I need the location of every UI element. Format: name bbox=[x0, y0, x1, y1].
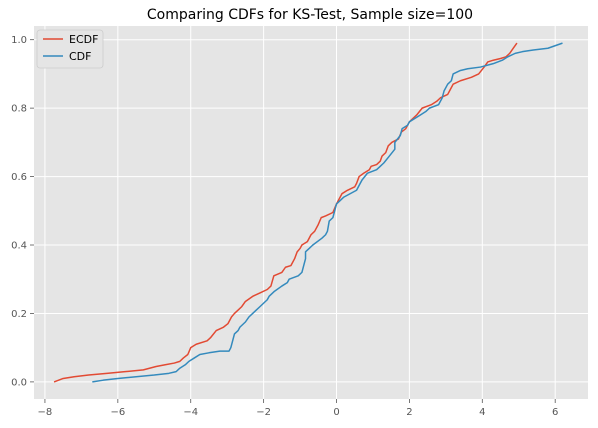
y-tick-label: 0.4 bbox=[11, 241, 27, 252]
x-tick-label: −2 bbox=[256, 407, 271, 418]
chart-title: Comparing CDFs for KS-Test, Sample size=… bbox=[147, 7, 473, 23]
x-tick-label: −4 bbox=[183, 407, 198, 418]
y-tick-label: 1.0 bbox=[11, 35, 27, 46]
y-tick-label: 0.6 bbox=[11, 172, 27, 183]
series-lines bbox=[53, 42, 563, 383]
legend: ECDF CDF bbox=[36, 29, 104, 69]
x-tick-label: −6 bbox=[110, 407, 125, 418]
legend-label-cdf: CDF bbox=[69, 50, 91, 63]
x-tick-label: 4 bbox=[479, 407, 485, 418]
plot-background bbox=[34, 26, 588, 399]
series-line-cdf bbox=[92, 42, 563, 383]
legend-label-ecdf: ECDF bbox=[69, 33, 98, 46]
x-tick-label: −8 bbox=[38, 407, 53, 418]
x-tick-label: 0 bbox=[333, 407, 339, 418]
y-tick-label: 0.2 bbox=[11, 309, 27, 320]
y-tick-label: 0.0 bbox=[11, 377, 27, 388]
grid-lines bbox=[34, 26, 588, 399]
x-tick-label: 2 bbox=[406, 407, 412, 418]
x-tick-label: 6 bbox=[552, 407, 558, 418]
y-tick-label: 0.8 bbox=[11, 104, 27, 115]
axis-ticks: −8 −6 −4 −2 0 2 4 6 0.0 0.2 0.4 0.6 0.8 1.0 bbox=[11, 35, 558, 418]
